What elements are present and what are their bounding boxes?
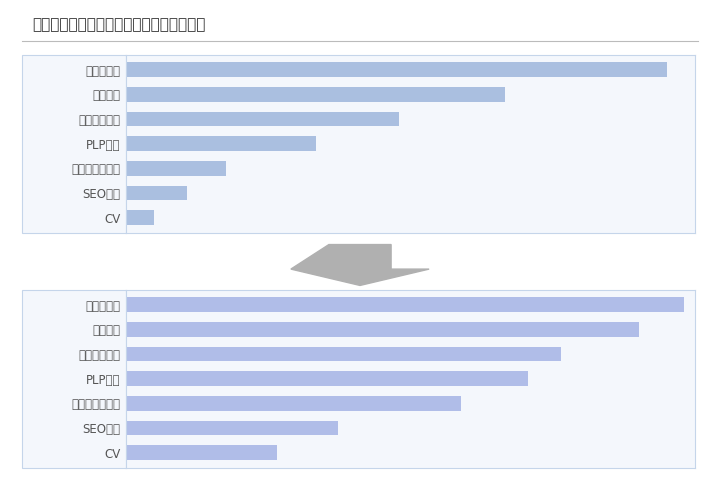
Bar [126,87,505,102]
Bar [126,62,667,77]
Bar [126,446,276,460]
Bar [126,136,315,151]
Bar [126,346,561,362]
Bar [126,322,639,337]
Bar [126,298,684,312]
Bar [126,372,528,386]
Bar [126,420,338,436]
Text: プロセスでボトルネックになっている部分: プロセスでボトルネックになっている部分 [32,18,206,32]
Bar [126,396,461,411]
Bar [126,210,154,225]
Bar [126,161,226,176]
Polygon shape [291,244,429,286]
Bar [126,186,187,200]
Bar [126,112,400,126]
